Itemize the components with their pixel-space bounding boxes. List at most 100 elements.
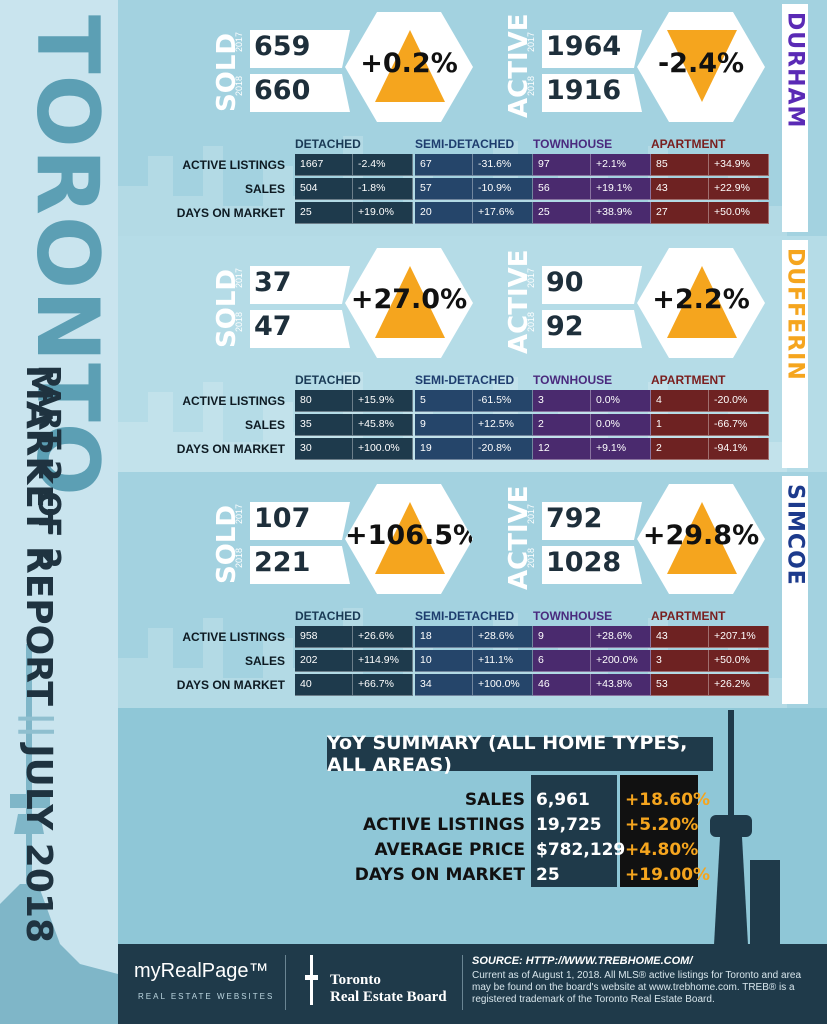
table-cell: 20 [415, 202, 473, 224]
table-cell: 12 [533, 438, 591, 460]
table-cell: +200.0% [591, 650, 651, 672]
table-cell: 53 [651, 674, 709, 696]
active-change-value: +29.8% [642, 520, 760, 551]
table-cell: 80 [295, 390, 353, 412]
row-label: DAYS ON MARKET [176, 678, 285, 692]
summary-label: DAYS ON MARKET [354, 865, 525, 885]
table-cell: 6 [533, 650, 591, 672]
left-title-band: TORONTO MARKET REPORT||JULY 2018 [0, 0, 118, 1024]
source-note: Current as of August 1, 2018. All MLS® a… [472, 970, 802, 1005]
table-cell: 9 [533, 626, 591, 648]
summary-values-panel [531, 775, 617, 887]
source-heading: SOURCE: HTTP://WWW.TREBHOME.COM/ [472, 955, 693, 967]
table-cell: -1.8% [353, 178, 413, 200]
active-2018-row: 1916 [542, 74, 642, 112]
table-cell: -2.4% [353, 154, 413, 176]
region-name: DUFFERIN [782, 248, 808, 381]
table-header-0: DETACHED [295, 609, 361, 623]
table-cell: -66.7% [709, 414, 769, 436]
summary-change: +5.20% [625, 815, 699, 835]
footer-divider [285, 955, 286, 1010]
year-2017: 2017 [234, 504, 244, 525]
sold-change-badge: +106.5% [345, 484, 473, 594]
row-label: SALES [244, 182, 285, 196]
summary-value: $782,129 [536, 840, 626, 860]
region-name: DURHAM [782, 12, 808, 128]
table-cell: +50.0% [709, 650, 769, 672]
year-2017: 2017 [526, 504, 536, 525]
table-header-3: APARTMENT [651, 609, 726, 623]
year-2018: 2018 [526, 548, 536, 569]
table-cell: +12.5% [473, 414, 533, 436]
table-cell: 5 [415, 390, 473, 412]
active-2018-row: 92 [542, 310, 642, 348]
sold-2017-row: 107 [250, 502, 350, 540]
table-cell: 3 [651, 650, 709, 672]
sold-2018-row: 47 [250, 310, 350, 348]
myrealpage-tagline: REAL ESTATE WEBSITES [138, 992, 275, 1001]
table-cell: 56 [533, 178, 591, 200]
table-cell: 57 [415, 178, 473, 200]
sold-2017-value: 659 [254, 31, 311, 62]
table-cell: 1 [651, 414, 709, 436]
table-cell: +100.0% [473, 674, 533, 696]
sold-change-value: +0.2% [360, 48, 458, 79]
row-label: ACTIVE LISTINGS [182, 394, 285, 408]
table-cell: 25 [295, 202, 353, 224]
table-cell: +22.9% [709, 178, 769, 200]
year-2017: 2017 [526, 268, 536, 289]
active-metric: ACTIVE 2017 2018 90 92 [502, 250, 782, 374]
summary-label: SALES [464, 790, 525, 810]
active-2017-row: 1964 [542, 30, 642, 68]
table-cell: +28.6% [591, 626, 651, 648]
sold-metric: SOLD 2017 2018 107 221 [210, 500, 490, 610]
sold-2018-value: 221 [254, 547, 311, 578]
table-cell: +26.2% [709, 674, 769, 696]
table-cell: 2 [533, 414, 591, 436]
sold-2017-value: 107 [254, 503, 311, 534]
row-label: DAYS ON MARKET [176, 442, 285, 456]
table-cell: 10 [415, 650, 473, 672]
table-header-1: SEMI-DETACHED [415, 137, 515, 151]
table-cell: +66.7% [353, 674, 413, 696]
row-label: SALES [244, 654, 285, 668]
table-header-0: DETACHED [295, 373, 361, 387]
table-cell: 9 [415, 414, 473, 436]
active-2018-value: 92 [546, 311, 584, 342]
table-cell: 25 [533, 202, 591, 224]
table-cell: +114.9% [353, 650, 413, 672]
table-cell: 202 [295, 650, 353, 672]
sold-metric: SOLD 2017 2018 37 47 [210, 264, 490, 374]
active-change-value: -2.4% [657, 48, 745, 79]
year-2018: 2018 [234, 76, 244, 97]
table-cell: 18 [415, 626, 473, 648]
row-label: ACTIVE LISTINGS [182, 158, 285, 172]
table-cell: 0.0% [591, 390, 651, 412]
table-cell: +19.0% [353, 202, 413, 224]
table-cell: 85 [651, 154, 709, 176]
sold-2017-row: 659 [250, 30, 350, 68]
summary-value: 19,725 [536, 815, 602, 835]
sold-change-value: +106.5% [345, 520, 481, 551]
table-cell: 43 [651, 626, 709, 648]
table-cell: +100.0% [353, 438, 413, 460]
sold-change-badge: +27.0% [345, 248, 473, 358]
row-label: ACTIVE LISTINGS [182, 630, 285, 644]
summary-title: YoY SUMMARY (ALL HOME TYPES, ALL AREAS) [327, 732, 713, 776]
table-cell: 34 [415, 674, 473, 696]
table-cell: -94.1% [709, 438, 769, 460]
table-header-2: TOWNHOUSE [533, 373, 613, 387]
table-cell: 30 [295, 438, 353, 460]
region-strip [782, 4, 808, 232]
year-2017: 2017 [234, 268, 244, 289]
active-2018-value: 1028 [546, 547, 622, 578]
year-2017: 2017 [234, 32, 244, 53]
table-cell: 1667 [295, 154, 353, 176]
sold-change-value: +27.0% [350, 284, 468, 315]
table-cell: -20.8% [473, 438, 533, 460]
region-name-text: DUFFERIN [782, 248, 808, 381]
year-2018: 2018 [526, 76, 536, 97]
table-cell: 2 [651, 438, 709, 460]
treb-tower-icon [305, 955, 318, 1005]
table-cell: -20.0% [709, 390, 769, 412]
